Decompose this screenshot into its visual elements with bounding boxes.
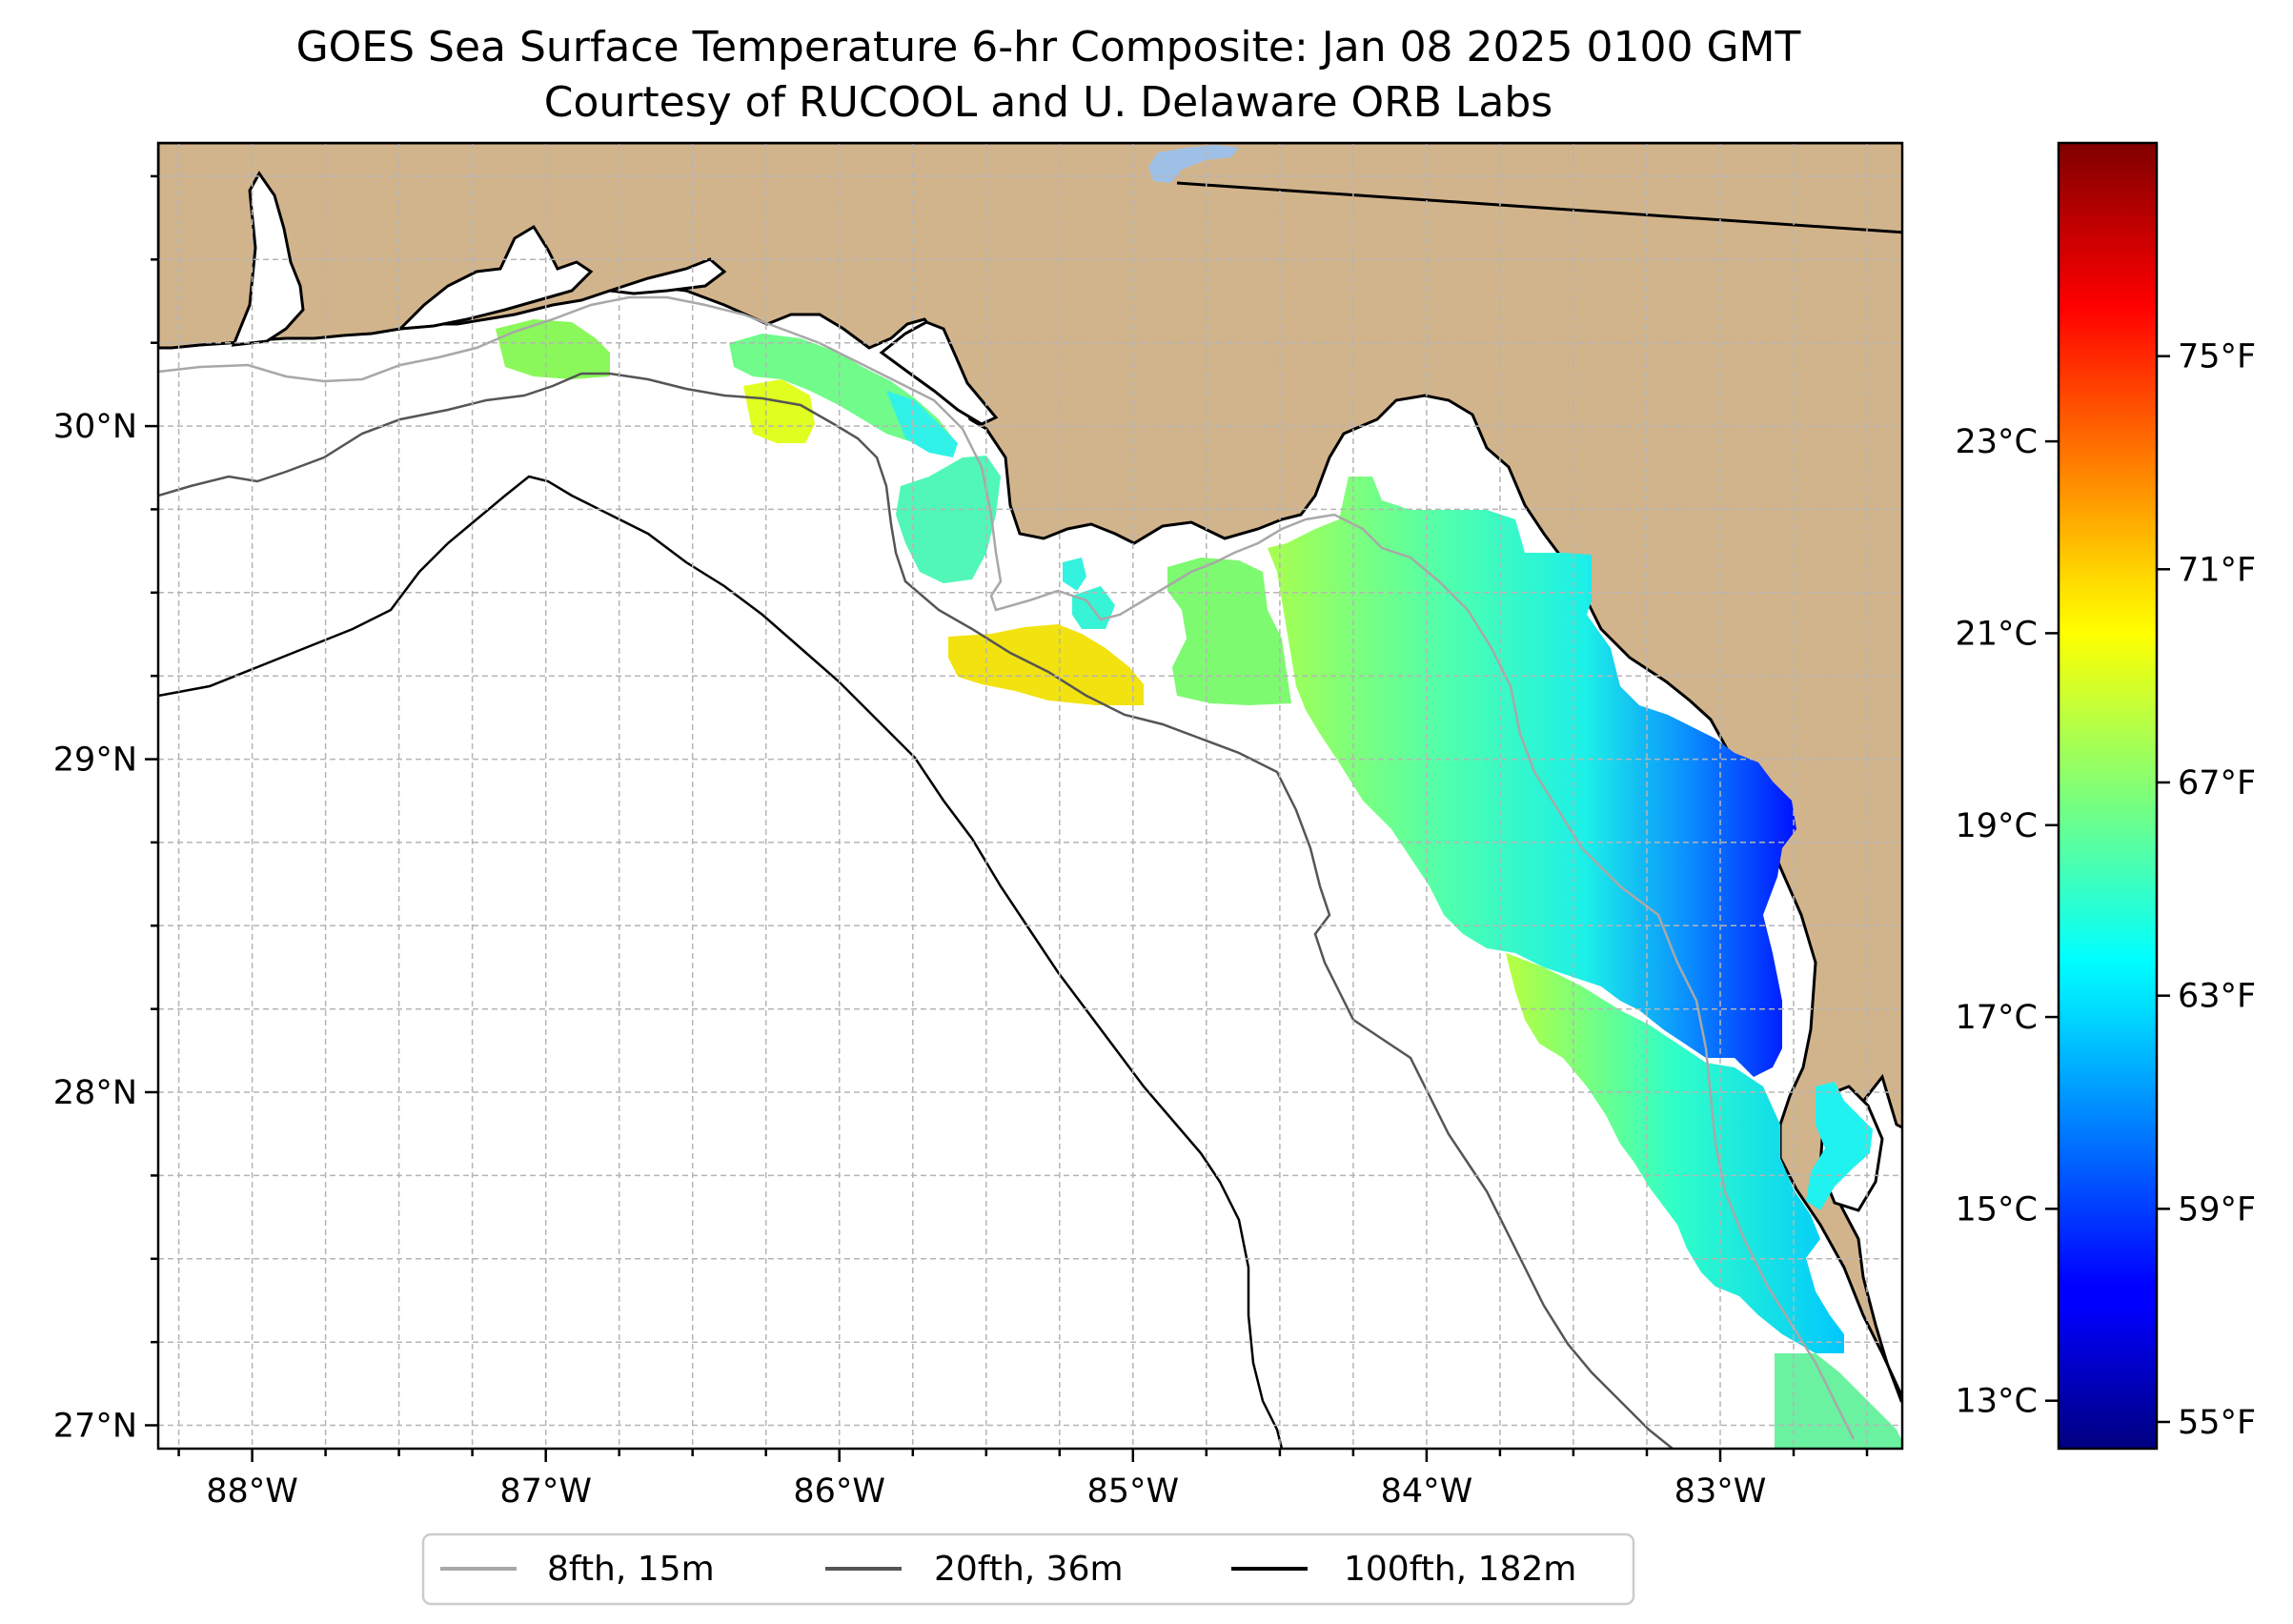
lon-tick-label: 85°W	[1086, 1472, 1179, 1511]
colorbar-gradient	[2059, 143, 2157, 1449]
colorbar-fahrenheit-label: 59°F	[2178, 1190, 2256, 1228]
sst-patch-yellow-north	[743, 379, 815, 443]
lon-tick-label: 84°W	[1381, 1472, 1473, 1511]
sst-patch-west	[496, 319, 610, 379]
lon-tick-label: 88°W	[206, 1472, 298, 1511]
colorbar-fahrenheit-label: 75°F	[2178, 338, 2256, 376]
sst-patch-capesan	[896, 456, 1001, 583]
colorbar-fahrenheit-label: 67°F	[2178, 764, 2256, 802]
land-mass	[158, 143, 1902, 1403]
map-gridlines	[158, 143, 1902, 1449]
sst-patch-desoto	[729, 334, 953, 448]
state-boundary	[1176, 181, 1902, 234]
isobath-20fth	[158, 372, 1674, 1449]
colorbar-fahrenheit-label: 71°F	[2178, 551, 2256, 589]
map-title: GOES Sea Surface Temperature 6-hr Compos…	[295, 23, 1801, 71]
colorbar-celsius-label: 19°C	[1956, 807, 2038, 845]
legend-label-100fth: 100fth, 182m	[1344, 1550, 1576, 1589]
colorbar-celsius-label: 15°C	[1956, 1190, 2038, 1228]
colorbar-ticks	[2045, 355, 2170, 1424]
legend-label-20fth: 20fth, 36m	[934, 1550, 1124, 1589]
map-area	[158, 143, 1902, 1449]
isobath-legend: 8fth, 15m 20fth, 36m 100fth, 182m	[421, 1533, 1635, 1606]
colorbar-fahrenheit-label: 55°F	[2178, 1404, 2256, 1442]
map-subtitle: Courtesy of RUCOOL and U. Delaware ORB L…	[543, 78, 1553, 127]
sst-patch-southmost	[1775, 1353, 1902, 1449]
latitude-labels: 27°N 28°N 29°N 30°N	[53, 408, 137, 1445]
lon-tick-label: 87°W	[499, 1472, 592, 1511]
colorbar-fahrenheit-label: 63°F	[2178, 978, 2256, 1016]
sst-patch-mid-3	[1167, 558, 1291, 705]
sst-patch-tampa	[1806, 1082, 1873, 1210]
lon-tick-label: 83°W	[1674, 1472, 1767, 1511]
lat-tick-label: 27°N	[53, 1408, 137, 1446]
isobaths	[158, 295, 1856, 1449]
sst-patch-south	[1506, 953, 1844, 1353]
colorbar-celsius-labels: 13°C 15°C 17°C 19°C 21°C 23°C	[1956, 423, 2038, 1421]
lat-tick-label: 30°N	[53, 408, 137, 446]
colorbar-celsius-label: 17°C	[1956, 999, 2038, 1037]
colorbar-celsius-label: 13°C	[1956, 1383, 2038, 1421]
sst-patch-mid-1	[1063, 558, 1086, 591]
st-andrew-bay	[879, 320, 999, 426]
lat-tick-label: 28°N	[53, 1074, 137, 1112]
colorbar-fahrenheit-labels: 55°F 59°F 63°F 67°F 71°F 75°F	[2178, 338, 2256, 1442]
lat-tick-label: 29°N	[53, 741, 137, 780]
map-frame	[156, 141, 1904, 1451]
axis-ticks	[145, 174, 1869, 1462]
legend-box	[421, 1533, 1635, 1606]
legend-label-8fth: 8fth, 15m	[547, 1550, 715, 1589]
lake	[1148, 145, 1239, 183]
choctawhatchee-bay	[609, 257, 727, 295]
isobath-8fth	[158, 295, 1856, 1440]
pensacola-bay	[396, 224, 594, 331]
sst-patch-cyan-east	[886, 391, 958, 457]
lon-tick-label: 86°W	[793, 1472, 885, 1511]
colorbar-frame	[2057, 141, 2159, 1451]
isobath-100fth	[158, 475, 1284, 1449]
colorbar: 13°C 15°C 17°C 19°C 21°C 23°C 55°F 59°F 63°F 67°…	[1956, 141, 2256, 1451]
colorbar-celsius-label: 21°C	[1956, 615, 2038, 653]
colorbar-celsius-label: 23°C	[1956, 423, 2038, 461]
longitude-labels: 88°W 87°W 86°W 85°W 84°W 83°W	[206, 1472, 1766, 1511]
